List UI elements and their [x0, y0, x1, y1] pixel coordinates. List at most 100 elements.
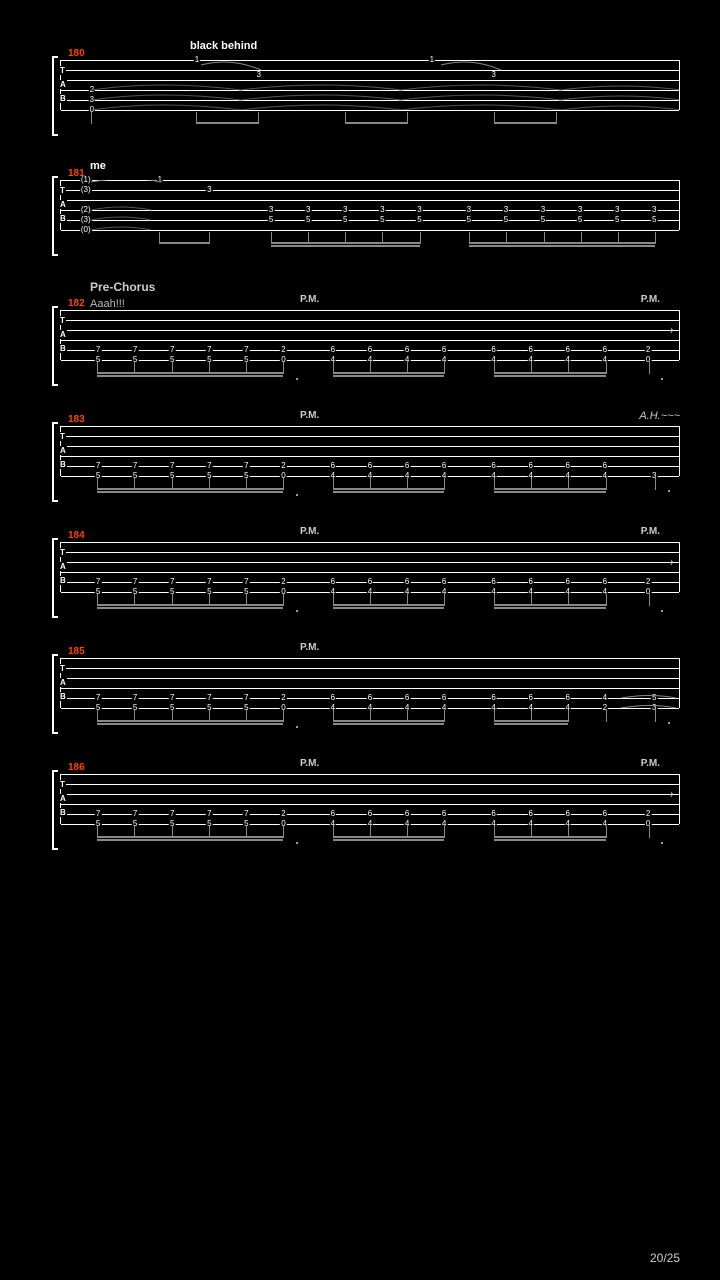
fret: 6 — [330, 694, 336, 702]
tab-letter-b: B — [59, 808, 67, 817]
tab-staff: T A B 75 75 75 75 75 20 64 64 64 64 64 6… — [60, 310, 680, 360]
beam-area — [60, 362, 680, 382]
fret: 6 — [490, 694, 496, 702]
fret: 6 — [527, 462, 533, 470]
fret: 6 — [565, 810, 571, 818]
fret: 3 — [305, 206, 311, 214]
fret: 7 — [132, 462, 138, 470]
page-number: 20/25 — [650, 1251, 680, 1265]
tab-letter-a: A — [59, 80, 67, 89]
measure-185: P.M. 185 T A B 75 75 75 75 75 20 64 64 6… — [30, 642, 690, 730]
fret: 5 — [577, 216, 583, 224]
tab-staff: T A B 2 3 0 1 3 1 3 — [60, 60, 680, 110]
staff-bracket — [52, 306, 58, 386]
fret: 2 — [645, 346, 651, 354]
fret: 2 — [280, 346, 286, 354]
measure-number: 185 — [68, 646, 85, 657]
fret: 7 — [95, 810, 101, 818]
fret: 3 — [540, 206, 546, 214]
fret: 5 — [416, 216, 422, 224]
measure-number: 186 — [68, 762, 85, 773]
fret: 3 — [651, 206, 657, 214]
fret: 2 — [280, 462, 286, 470]
fret: 7 — [243, 578, 249, 586]
tab-letter-a: A — [59, 446, 67, 455]
tab-staff: T A B 75 75 75 75 75 20 64 64 64 64 64 6… — [60, 426, 680, 476]
fret: 6 — [404, 462, 410, 470]
fret: 7 — [132, 694, 138, 702]
tab-staff: T A B 75 75 75 75 75 20 64 64 64 64 64 6… — [60, 774, 680, 824]
tab-letter-a: A — [59, 678, 67, 687]
measure-181: me 181 T A B (1) (3) (2) (3) (0) 1 3 3 5… — [30, 160, 690, 252]
fret: 7 — [95, 694, 101, 702]
tab-letter-t: T — [59, 432, 66, 441]
fret: 6 — [330, 810, 336, 818]
pm-marking: P.M. — [641, 294, 660, 305]
fret: 3 — [379, 206, 385, 214]
fret: 7 — [243, 462, 249, 470]
fret: 6 — [490, 346, 496, 354]
measure-184: P.M. P.M. 184 T A B 75 75 75 75 75 20 64… — [30, 526, 690, 614]
fret: 7 — [169, 578, 175, 586]
fret: (3) — [80, 216, 92, 224]
fret: 6 — [404, 346, 410, 354]
staff-bracket — [52, 654, 58, 734]
fret: 3 — [256, 71, 262, 79]
fret: 5 — [268, 216, 274, 224]
staff-bracket — [52, 176, 58, 256]
staff-bracket — [52, 538, 58, 618]
fret: 3 — [466, 206, 472, 214]
fret: 6 — [404, 578, 410, 586]
fret: 2 — [280, 578, 286, 586]
fret: 4 — [602, 694, 608, 702]
tie-curves — [61, 180, 679, 230]
fret: 6 — [527, 578, 533, 586]
fret: 3 — [342, 206, 348, 214]
measure-186: P.M. P.M. 186 T A B 75 75 75 75 75 20 64… — [30, 758, 690, 846]
fret: 6 — [330, 578, 336, 586]
fret: 6 — [330, 346, 336, 354]
tab-letter-b: B — [59, 214, 67, 223]
tab-letter-t: T — [59, 316, 66, 325]
fret: 6 — [527, 346, 533, 354]
fret: 7 — [95, 346, 101, 354]
fret: 3 — [89, 96, 95, 104]
beam-area — [60, 478, 680, 498]
fret: 6 — [565, 346, 571, 354]
fret: 7 — [243, 694, 249, 702]
tab-letter-t: T — [59, 780, 66, 789]
measure-number: 181 — [68, 168, 85, 179]
rest-icon: 𝄽 — [670, 558, 673, 569]
fret: 2 — [280, 810, 286, 818]
fret: 6 — [404, 810, 410, 818]
ah-marking: A.H.~~~ — [639, 410, 680, 422]
fret: 5 — [614, 216, 620, 224]
tab-staff: T A B (1) (3) (2) (3) (0) 1 3 3 5 3 5 3 … — [60, 180, 680, 230]
fret: 5 — [540, 216, 546, 224]
staff-bracket — [52, 770, 58, 850]
fret: 6 — [527, 694, 533, 702]
fret: 1 — [194, 56, 200, 64]
fret: 6 — [367, 810, 373, 818]
tab-letter-b: B — [59, 94, 67, 103]
fret: 6 — [602, 810, 608, 818]
fret: 5 — [466, 216, 472, 224]
fret: 3 — [503, 206, 509, 214]
rest-icon: 𝄽 — [670, 790, 673, 801]
fret: 7 — [206, 346, 212, 354]
fret: 7 — [169, 694, 175, 702]
tab-letter-b: B — [59, 576, 67, 585]
fret: 7 — [95, 462, 101, 470]
tie-curves — [61, 60, 679, 110]
tab-letter-a: A — [59, 562, 67, 571]
beam-area — [60, 710, 680, 730]
fret: 7 — [169, 462, 175, 470]
fret: 6 — [490, 578, 496, 586]
fret: 6 — [441, 578, 447, 586]
tab-letter-b: B — [59, 460, 67, 469]
lyric-text: me — [90, 160, 690, 172]
measure-number: 184 — [68, 530, 85, 541]
fret: 3 — [614, 206, 620, 214]
pm-marking: P.M. — [300, 642, 319, 653]
fret: 6 — [441, 694, 447, 702]
